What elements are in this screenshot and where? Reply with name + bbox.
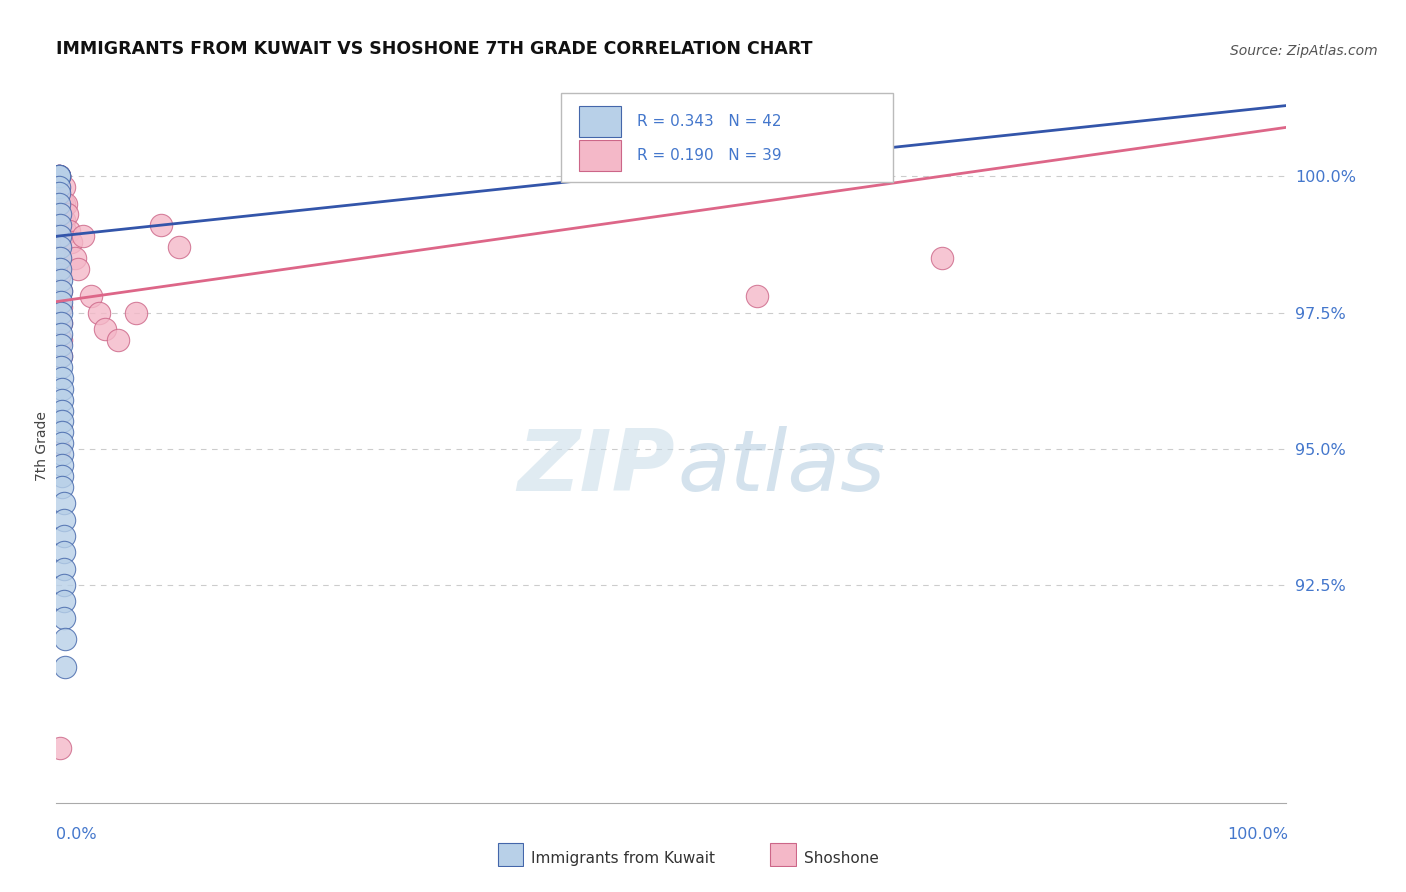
Text: Shoshone: Shoshone — [804, 851, 879, 865]
Point — [51, 196, 73, 211]
Point — [169, 240, 191, 254]
Point — [51, 425, 73, 440]
Point — [48, 196, 70, 211]
Point — [51, 317, 73, 331]
Point — [49, 262, 72, 277]
Point — [51, 284, 73, 298]
Point — [58, 224, 80, 238]
Point — [51, 338, 73, 352]
Point — [51, 333, 73, 347]
Point — [48, 442, 70, 456]
Point — [63, 251, 86, 265]
Point — [59, 235, 82, 249]
Point — [49, 741, 72, 756]
Point — [53, 659, 76, 673]
Point — [51, 447, 73, 461]
Point — [52, 196, 75, 211]
Point — [51, 469, 73, 483]
Point — [72, 229, 94, 244]
Point — [747, 289, 769, 303]
Text: atlas: atlas — [678, 425, 886, 509]
Point — [48, 207, 70, 221]
Point — [48, 169, 70, 184]
Point — [51, 284, 73, 298]
Point — [52, 213, 75, 227]
Point — [52, 529, 75, 543]
Point — [51, 480, 73, 494]
Point — [51, 327, 73, 342]
Point — [51, 458, 73, 472]
Point — [49, 268, 72, 282]
Text: 0.0%: 0.0% — [56, 827, 97, 841]
Point — [51, 300, 73, 314]
Point — [52, 496, 75, 510]
Point — [53, 224, 76, 238]
Y-axis label: 7th Grade: 7th Grade — [35, 411, 49, 481]
Point — [48, 180, 70, 194]
Point — [48, 196, 70, 211]
Point — [52, 545, 75, 559]
Point — [48, 169, 70, 184]
FancyBboxPatch shape — [579, 105, 621, 137]
Point — [52, 561, 75, 575]
Point — [48, 169, 70, 184]
Point — [52, 512, 75, 526]
Point — [49, 251, 72, 265]
Point — [51, 273, 73, 287]
Point — [931, 251, 953, 265]
Point — [51, 349, 73, 363]
Point — [107, 333, 129, 347]
Point — [51, 382, 73, 396]
Point — [52, 610, 75, 624]
Point — [48, 169, 70, 184]
Point — [51, 403, 73, 417]
Point — [49, 219, 72, 233]
Point — [51, 213, 73, 227]
Point — [49, 251, 72, 265]
Point — [51, 294, 73, 309]
Point — [53, 632, 76, 647]
Point — [56, 207, 79, 221]
Point — [149, 219, 172, 233]
Point — [51, 349, 73, 363]
Point — [52, 578, 75, 592]
Point — [51, 305, 73, 319]
Point — [48, 169, 70, 184]
Point — [49, 235, 72, 249]
Point — [48, 186, 70, 200]
Text: 100.0%: 100.0% — [1227, 827, 1288, 841]
Point — [51, 229, 73, 244]
FancyBboxPatch shape — [579, 140, 621, 171]
Point — [51, 359, 73, 374]
Point — [89, 305, 111, 319]
Point — [94, 322, 117, 336]
Point — [80, 289, 103, 303]
Point — [49, 229, 72, 244]
Point — [51, 392, 73, 407]
Text: Source: ZipAtlas.com: Source: ZipAtlas.com — [1230, 44, 1378, 58]
Point — [48, 180, 70, 194]
FancyBboxPatch shape — [561, 93, 893, 182]
Point — [51, 317, 73, 331]
Point — [49, 207, 72, 221]
Point — [49, 240, 72, 254]
Text: ZIP: ZIP — [517, 425, 675, 509]
Point — [49, 219, 72, 233]
Point — [48, 169, 70, 184]
Text: Immigrants from Kuwait: Immigrants from Kuwait — [531, 851, 716, 865]
Point — [67, 262, 90, 277]
Point — [51, 436, 73, 450]
Point — [52, 180, 75, 194]
Text: R = 0.343   N = 42: R = 0.343 N = 42 — [637, 114, 782, 128]
Point — [125, 305, 148, 319]
Point — [55, 196, 77, 211]
Point — [51, 415, 73, 429]
Point — [52, 594, 75, 608]
Point — [51, 371, 73, 385]
Text: R = 0.190   N = 39: R = 0.190 N = 39 — [637, 148, 782, 163]
Text: IMMIGRANTS FROM KUWAIT VS SHOSHONE 7TH GRADE CORRELATION CHART: IMMIGRANTS FROM KUWAIT VS SHOSHONE 7TH G… — [56, 40, 813, 58]
